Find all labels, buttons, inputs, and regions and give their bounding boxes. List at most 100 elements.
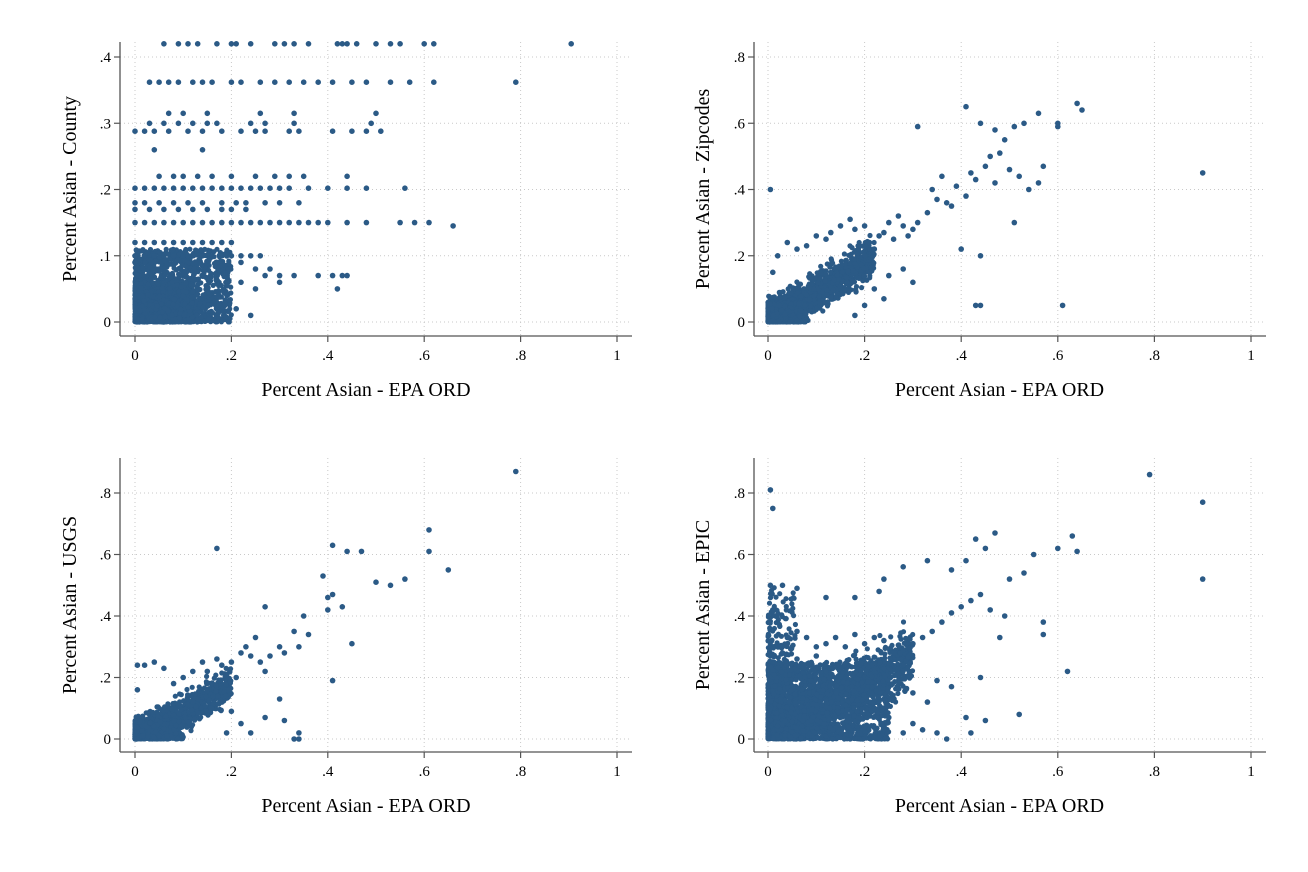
data-point: [199, 219, 206, 226]
data-point: [802, 317, 809, 323]
data-point: [846, 252, 852, 258]
data-point: [871, 239, 877, 246]
data-point: [199, 253, 206, 259]
data-point: [387, 41, 394, 47]
data-point: [224, 283, 230, 289]
data-point: [209, 173, 215, 180]
data-point: [774, 253, 781, 259]
data-point: [161, 265, 168, 271]
data-point: [958, 246, 964, 252]
y-tick-label: .3: [100, 116, 111, 132]
data-point: [209, 239, 215, 246]
data-point: [199, 239, 206, 246]
data-point: [368, 120, 375, 127]
data-point: [194, 173, 201, 180]
data-point: [190, 185, 196, 191]
data-point: [194, 41, 201, 47]
data-point: [153, 258, 159, 264]
data-point: [132, 239, 138, 246]
data-point: [178, 284, 184, 290]
data-point: [180, 253, 186, 259]
data-point: [189, 300, 195, 306]
data-point: [828, 295, 834, 301]
x-tick-label: .8: [515, 348, 526, 364]
y-tick-label: 0: [738, 315, 746, 331]
data-point: [777, 302, 783, 309]
data-point: [782, 311, 788, 317]
data-point: [212, 263, 218, 270]
data-point: [769, 305, 775, 312]
data-point: [132, 253, 138, 259]
data-point: [924, 209, 931, 216]
data-point: [187, 246, 193, 252]
data-point: [835, 264, 842, 270]
data-point: [139, 316, 145, 322]
data-point: [161, 239, 167, 246]
data-point: [222, 302, 228, 308]
data-point: [189, 294, 195, 300]
data-point: [861, 265, 867, 271]
data-point: [968, 170, 974, 176]
data-point: [257, 110, 264, 117]
data-point: [182, 301, 188, 307]
data-point: [132, 259, 138, 266]
data-point: [329, 128, 336, 134]
data-point: [939, 173, 945, 180]
data-point: [363, 219, 370, 226]
data-point: [953, 183, 960, 189]
x-axis-title: Percent Asian - EPA ORD: [261, 379, 470, 401]
data-point: [206, 267, 212, 273]
data-point: [262, 200, 268, 206]
data-point: [1021, 120, 1027, 127]
data-point: [276, 272, 283, 279]
data-point: [215, 314, 221, 321]
data-point: [134, 272, 140, 278]
data-point: [1055, 123, 1061, 130]
data-point: [963, 193, 969, 199]
data-point: [296, 219, 302, 226]
data-point: [170, 301, 176, 307]
data-point: [238, 253, 244, 259]
data-point: [223, 313, 229, 320]
data-point: [859, 285, 865, 291]
data-point: [233, 41, 239, 47]
data-point: [191, 265, 197, 271]
data-point: [161, 219, 167, 226]
data-point: [847, 216, 853, 223]
data-point: [137, 256, 143, 262]
data-point: [170, 246, 176, 253]
data-point: [171, 296, 177, 302]
data-point: [180, 293, 186, 299]
data-point: [201, 269, 207, 275]
data-point: [180, 219, 186, 226]
data-point: [782, 294, 789, 300]
data-point: [228, 253, 235, 259]
data-point: [934, 196, 940, 203]
data-point: [154, 303, 160, 309]
data-point: [881, 229, 887, 236]
data-point: [169, 312, 175, 318]
data-point: [170, 219, 177, 226]
data-point: [192, 259, 198, 265]
data-point: [876, 233, 882, 239]
data-point: [198, 247, 204, 253]
data-point: [165, 128, 172, 134]
data-point: [167, 285, 173, 291]
data-point: [157, 314, 163, 320]
data-point: [247, 219, 254, 226]
data-point: [992, 180, 998, 186]
data-point: [190, 79, 196, 85]
data-point: [787, 319, 793, 325]
data-point: [895, 213, 902, 219]
y-tick-label: 0: [104, 315, 112, 331]
data-point: [216, 302, 222, 308]
data-point: [247, 41, 254, 47]
data-point: [770, 269, 776, 276]
data-point: [363, 185, 370, 191]
data-point: [977, 302, 984, 309]
data-point: [185, 41, 191, 47]
data-point: [344, 173, 350, 180]
data-point: [450, 223, 456, 229]
data-point: [154, 279, 160, 285]
data-point: [155, 266, 161, 272]
